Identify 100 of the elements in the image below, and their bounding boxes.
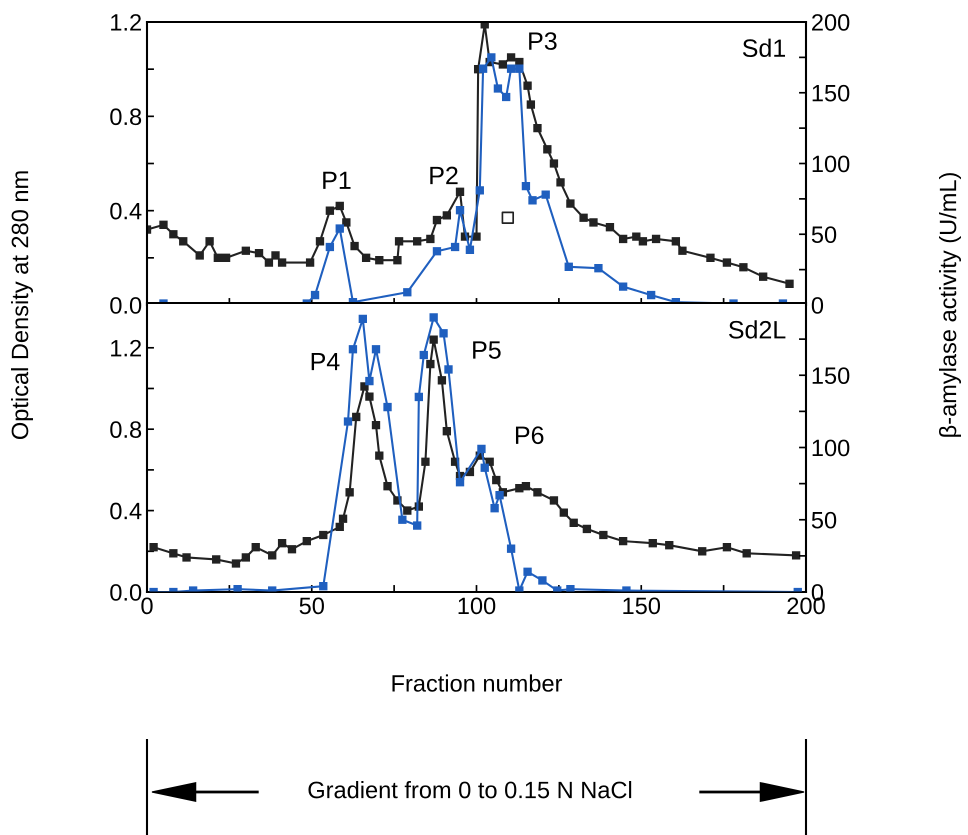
point: [678, 246, 687, 255]
point: [478, 64, 488, 73]
point: [556, 178, 565, 187]
point: [648, 538, 657, 548]
point: [486, 458, 494, 466]
point: [254, 248, 264, 258]
y-tick-label: 0.8: [110, 421, 142, 438]
point: [432, 216, 442, 224]
point: [618, 282, 628, 291]
point: [159, 220, 168, 229]
point: [413, 237, 422, 246]
point: [526, 100, 536, 109]
point: [196, 251, 204, 260]
point: [252, 543, 260, 552]
x-tick-label: 100: [458, 597, 496, 614]
point: [785, 280, 794, 288]
point: [550, 496, 558, 505]
point: [523, 568, 532, 576]
point: [271, 251, 280, 260]
annotation: P5: [473, 341, 501, 359]
point: [515, 484, 524, 492]
point: [430, 313, 438, 322]
point: [560, 508, 568, 517]
point: [375, 256, 384, 264]
point: [498, 60, 508, 69]
y2-axis-title: β-amylase activity (U/mL): [938, 173, 962, 437]
point: [338, 514, 348, 523]
point: [632, 232, 640, 241]
point: [242, 246, 250, 255]
point: [672, 237, 680, 246]
point: [442, 211, 452, 220]
point: [444, 365, 453, 374]
point: [352, 412, 360, 422]
y-axis-title: Optical Density at 280 nm: [10, 171, 34, 440]
point: [442, 427, 452, 436]
point: [365, 392, 374, 401]
point: [326, 242, 334, 252]
point: [348, 345, 358, 354]
point: [233, 584, 242, 592]
point: [358, 314, 367, 324]
x-tick-label: 150: [623, 597, 660, 614]
y2-tick-label: 100: [812, 156, 850, 172]
text: 0.0: [110, 584, 142, 601]
point: [432, 247, 442, 256]
point: [646, 290, 656, 300]
text: 0.0: [110, 297, 142, 314]
text: Gradient from 0 to 0.15 N NaCl: [308, 780, 632, 798]
point: [326, 206, 334, 215]
point: [426, 360, 435, 368]
y-tick-label: 0.8: [110, 108, 142, 126]
y2-tick-label: 100: [812, 440, 850, 456]
point: [490, 504, 499, 512]
point: [169, 549, 178, 558]
point: [618, 536, 628, 546]
point: [599, 530, 608, 540]
point: [538, 576, 547, 585]
point: [487, 53, 496, 62]
y2-tick-label: 150: [812, 84, 850, 102]
point: [365, 376, 374, 386]
point: [264, 258, 274, 267]
point: [393, 256, 402, 264]
point: [515, 64, 524, 73]
point: [523, 82, 532, 90]
point: [342, 218, 351, 227]
y2-tick-label: 150: [812, 367, 850, 384]
point: [495, 491, 504, 500]
point: [242, 553, 250, 562]
point: [316, 237, 324, 246]
point: [652, 234, 660, 244]
annotation: P6: [516, 426, 544, 444]
point: [506, 544, 516, 553]
point: [414, 392, 424, 402]
point: [426, 234, 435, 244]
annotation: P2: [430, 166, 458, 184]
point: [566, 199, 575, 208]
point: [722, 543, 732, 552]
point: [472, 232, 481, 241]
point: [594, 264, 603, 272]
point: [420, 350, 428, 360]
point: [336, 224, 344, 233]
point: [522, 182, 530, 190]
y2-tick-label: 200: [812, 14, 850, 31]
point: [550, 159, 558, 168]
point: [566, 584, 575, 592]
point: [706, 254, 715, 262]
y-tick-label: 1.2: [111, 14, 141, 31]
point: [533, 124, 542, 132]
point: [606, 223, 614, 232]
point: [742, 549, 751, 558]
point: [336, 202, 344, 210]
point: [383, 482, 392, 490]
point: [438, 376, 446, 385]
point: [336, 522, 344, 532]
point: [403, 506, 412, 515]
point: [179, 237, 188, 246]
point: [528, 196, 537, 204]
point: [288, 545, 296, 554]
point: [182, 553, 191, 562]
point: [506, 53, 516, 62]
point: [398, 516, 407, 524]
